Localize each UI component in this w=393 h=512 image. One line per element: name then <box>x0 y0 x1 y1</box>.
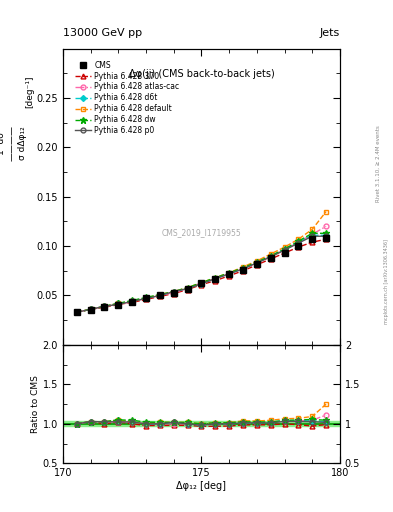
Text: 13000 GeV pp: 13000 GeV pp <box>63 28 142 38</box>
Text: [deg⁻¹]: [deg⁻¹] <box>25 76 34 109</box>
Legend: CMS, Pythia 6.428 370, Pythia 6.428 atlas-cac, Pythia 6.428 d6t, Pythia 6.428 de: CMS, Pythia 6.428 370, Pythia 6.428 atla… <box>72 58 182 137</box>
Bar <box>63 421 340 426</box>
Y-axis label: Ratio to CMS: Ratio to CMS <box>31 375 40 433</box>
Text: mcplots.cern.ch [arXiv:1306.3436]: mcplots.cern.ch [arXiv:1306.3436] <box>384 239 389 324</box>
X-axis label: Δφ₁₂ [deg]: Δφ₁₂ [deg] <box>176 481 226 491</box>
Text: 1  dσ
————
σ dΔφ₁₂: 1 dσ ———— σ dΔφ₁₂ <box>0 125 27 161</box>
Text: Rivet 3.1.10, ≥ 2.4M events: Rivet 3.1.10, ≥ 2.4M events <box>376 125 381 202</box>
Text: Jets: Jets <box>320 28 340 38</box>
Text: CMS_2019_I1719955: CMS_2019_I1719955 <box>162 228 241 237</box>
Text: Δφ(jj) (CMS back-to-back jets): Δφ(jj) (CMS back-to-back jets) <box>129 69 274 79</box>
